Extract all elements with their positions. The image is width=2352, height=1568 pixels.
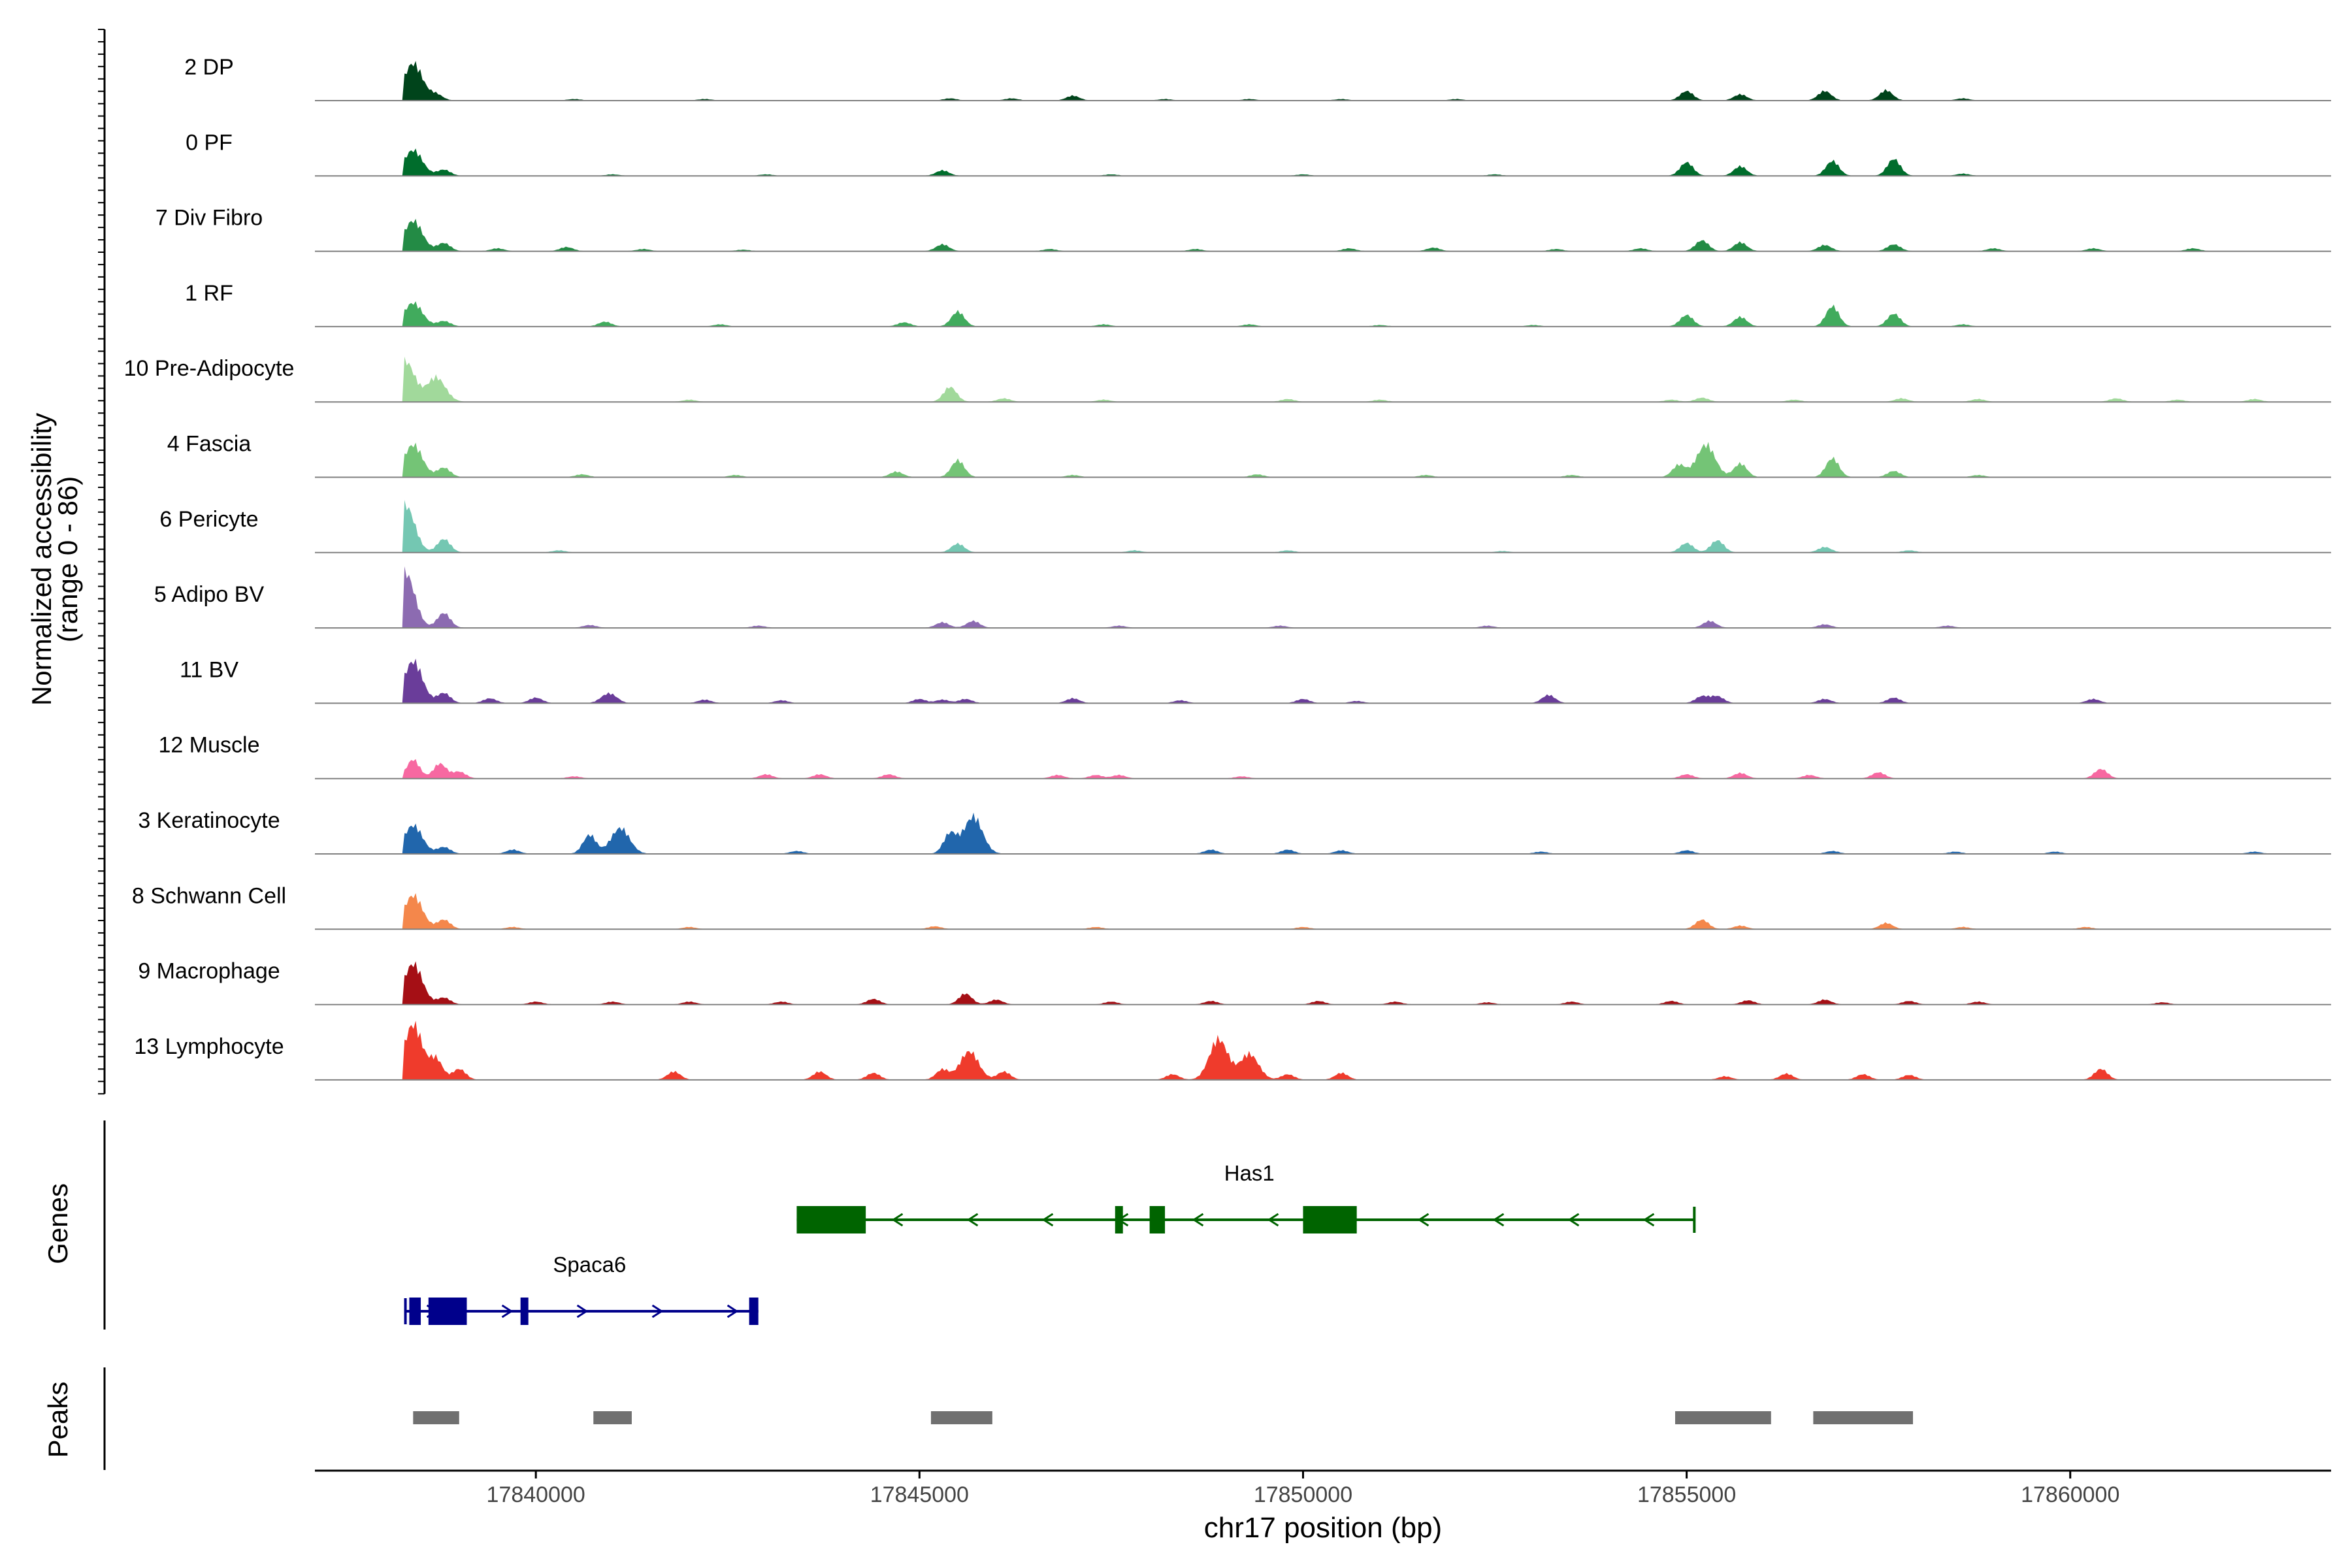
coverage-area — [315, 61, 2331, 101]
track-label: 7 Div Fibro — [155, 206, 263, 231]
strand-arrow — [1267, 1213, 1279, 1227]
gene-spaca6: Spaca6 — [404, 1252, 759, 1325]
genes-panel: Genes Has1 Spaca6 — [42, 1120, 1696, 1330]
track-7: 6 Pericyte — [159, 500, 2331, 553]
coverage-area — [315, 893, 2331, 930]
track-5: 10 Pre-Adipocyte — [124, 356, 2331, 403]
peak-region — [930, 1411, 992, 1424]
strand-arrow — [1417, 1213, 1429, 1227]
y-axis: Normalized accessibility(range 0 - 86) — [26, 29, 106, 1095]
coverage-area — [315, 812, 2331, 854]
track-label: 0 PF — [186, 130, 233, 155]
track-label: 3 Keratinocyte — [138, 808, 280, 833]
track-13: 9 Macrophage — [138, 959, 2331, 1005]
exon — [1115, 1206, 1123, 1233]
strand-arrow — [1492, 1213, 1505, 1227]
track-label: 12 Muscle — [159, 733, 260, 758]
track-label: 1 RF — [185, 281, 233, 306]
strand-arrow — [891, 1213, 904, 1227]
track-label: 4 Fascia — [167, 432, 252, 457]
coverage-area — [315, 961, 2331, 1005]
strand-arrow — [1567, 1213, 1580, 1227]
track-3: 7 Div Fibro — [155, 206, 2331, 252]
x-tick-label: 17850000 — [1254, 1482, 1352, 1507]
track-10: 12 Muscle — [159, 733, 2331, 779]
coverage-area — [315, 759, 2331, 779]
track-label: 13 Lymphocyte — [134, 1034, 284, 1059]
coverage-area — [315, 500, 2331, 553]
strand-arrow — [1642, 1213, 1655, 1227]
track-6: 4 Fascia — [167, 432, 2331, 478]
track-1: 2 DP — [184, 55, 2331, 101]
exon — [409, 1298, 421, 1325]
peak-region — [413, 1411, 459, 1424]
coverage-area — [315, 356, 2331, 402]
coverage-area — [315, 566, 2331, 629]
x-tick-label: 17840000 — [487, 1482, 585, 1507]
exon — [749, 1298, 759, 1325]
exon — [796, 1206, 866, 1233]
gene-has1: Has1 — [796, 1161, 1696, 1233]
coverage-area — [315, 442, 2331, 478]
track-label: 10 Pre-Adipocyte — [124, 356, 295, 381]
strand-arrow — [727, 1304, 739, 1318]
strand-arrow — [1041, 1213, 1054, 1227]
x-tick-label: 17860000 — [2021, 1482, 2119, 1507]
y-axis-range-label: (range 0 - 86) — [52, 476, 83, 642]
track-label: 6 Pericyte — [159, 507, 258, 532]
track-12: 8 Schwann Cell — [132, 883, 2331, 930]
y-axis-label: Normalized accessibility — [26, 413, 57, 706]
coverage-area — [315, 218, 2331, 252]
coverage-area — [315, 301, 2331, 327]
exon — [428, 1298, 467, 1325]
track-8: 5 Adipo BV — [154, 566, 2331, 629]
track-label: 9 Macrophage — [138, 959, 280, 984]
coverage-area — [315, 1021, 2331, 1080]
coverage-area — [315, 659, 2331, 704]
strand-arrow — [651, 1304, 664, 1318]
peak-region — [593, 1411, 632, 1424]
track-9: 11 BV — [180, 657, 2331, 704]
coverage-tracks: 2 DP 0 PF 7 Div Fibro 1 RF 10 Pre-Adipocyte 4… — [124, 55, 2331, 1081]
x-tick-label: 17855000 — [1637, 1482, 1736, 1507]
strand-arrow — [576, 1304, 589, 1318]
gene-name: Spaca6 — [553, 1252, 626, 1277]
track-label: 5 Adipo BV — [154, 582, 265, 607]
track-2: 0 PF — [186, 130, 2331, 177]
peaks-label: Peaks — [42, 1382, 73, 1458]
peak-region — [1674, 1411, 1771, 1424]
track-label: 11 BV — [180, 657, 238, 682]
track-11: 3 Keratinocyte — [138, 808, 2331, 855]
peaks-panel: Peaks — [42, 1367, 1914, 1470]
coverage-area — [315, 148, 2331, 176]
strand-arrow — [501, 1304, 514, 1318]
track-4: 1 RF — [185, 281, 2331, 327]
x-axis: 17840000 17845000 17850000 17855000 17860000… — [315, 1469, 2331, 1544]
gene-name: Has1 — [1224, 1161, 1275, 1185]
strand-arrow — [966, 1213, 979, 1227]
strand-arrow — [1192, 1213, 1204, 1227]
track-label: 8 Schwann Cell — [132, 883, 286, 908]
genes-label: Genes — [42, 1183, 73, 1264]
x-axis-label: chr17 position (bp) — [1204, 1512, 1442, 1544]
track-label: 2 DP — [184, 55, 234, 80]
track-14: 13 Lymphocyte — [134, 1021, 2331, 1081]
exon — [1303, 1206, 1357, 1233]
exon — [1149, 1206, 1166, 1233]
x-tick-label: 17845000 — [870, 1482, 969, 1507]
exon — [520, 1298, 529, 1325]
peak-region — [1813, 1411, 1914, 1424]
